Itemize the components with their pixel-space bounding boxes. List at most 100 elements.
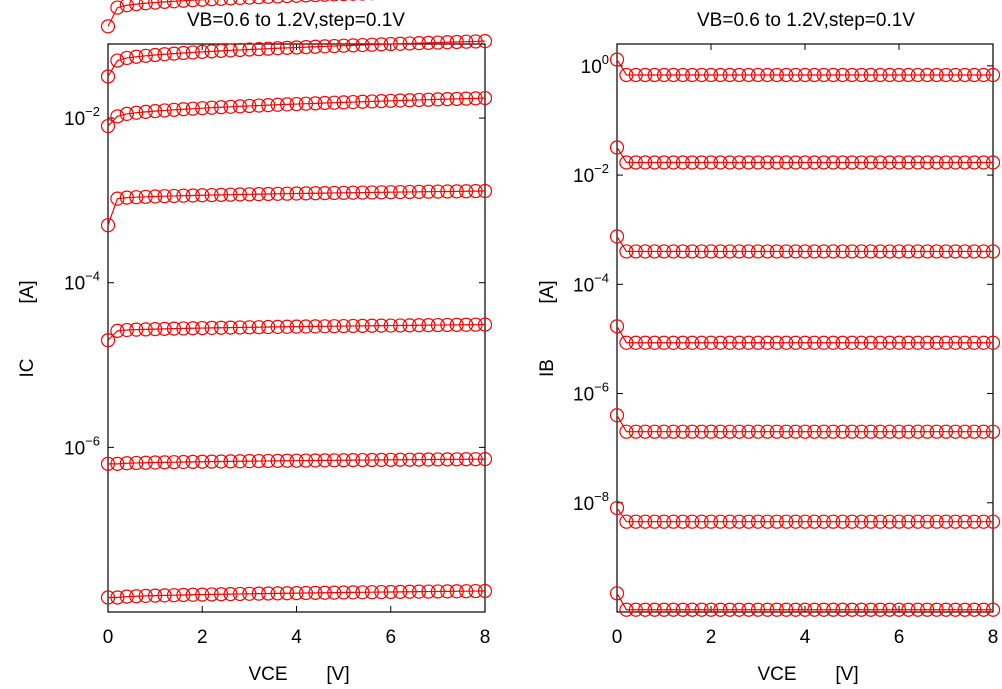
ib-data-point: [891, 244, 907, 259]
ic-series-line-vb-0.6: [108, 590, 486, 599]
ic-data-point: [119, 456, 134, 471]
ib-data-point: [826, 424, 841, 439]
ib-data-point: [769, 155, 784, 170]
ic-data-point: [308, 319, 323, 334]
ic-data-point: [298, 186, 314, 201]
ic-data-point: [289, 40, 304, 55]
ic-y-tick-label: 10−6: [64, 433, 100, 459]
ib-data-point: [741, 155, 756, 170]
ib-data-point: [948, 67, 963, 83]
ic-data-point: [100, 333, 116, 348]
ib-data-point: [779, 424, 794, 439]
ib-data-point: [938, 514, 954, 529]
ib-data-point: [976, 335, 991, 350]
ib-data-point: [750, 67, 766, 83]
ib-data-point: [835, 155, 850, 170]
ib-data-point: [985, 514, 1001, 529]
ic-data-point: [298, 453, 314, 468]
ib-data-point: [722, 602, 737, 617]
ib-data-point: [816, 67, 831, 83]
ib-data-point: [619, 67, 634, 83]
ic-data-point: [100, 118, 116, 134]
ic-data-point: [421, 184, 436, 199]
ib-data-point: [619, 155, 634, 170]
ib-data-point: [938, 67, 954, 83]
ic-vs-vce-panel: VB=0.6 to 1.2V,step=0.1V 0 2 4 6 8 10−2 10−4 10…: [17, 0, 493, 685]
ib-data-point: [769, 67, 784, 83]
ib-data-point: [929, 155, 944, 170]
ic-data-point: [271, 0, 284, 4]
ic-data-point: [214, 0, 229, 6]
ic-x-axis-label: VCE: [248, 664, 287, 685]
ic-data-point: [166, 0, 182, 9]
ib-data-point: [647, 424, 662, 439]
ic-data-point: [148, 455, 163, 470]
ic-data-point: [195, 320, 210, 336]
ic-data-point: [195, 587, 210, 602]
ic-data-point: [402, 36, 417, 51]
ib-data-point: [760, 424, 775, 439]
ic-data-point: [355, 94, 370, 109]
ic-data-point: [290, 0, 303, 3]
ic-data-point: [308, 585, 323, 600]
ic-data-point: [214, 187, 229, 202]
ic-data-point: [440, 584, 455, 599]
ib-data-point: [656, 67, 672, 83]
ic-data-point: [477, 452, 493, 467]
ic-data-point: [440, 92, 455, 107]
ib-data-point: [666, 335, 681, 350]
ib-data-point: [891, 602, 907, 617]
ib-data-point: [835, 335, 850, 350]
ib-data-point: [656, 602, 672, 617]
ic-data-point: [329, 0, 339, 2]
ib-data-point: [609, 52, 625, 67]
ic-x-tick-label: 4: [291, 627, 302, 648]
ib-data-point: [628, 335, 643, 350]
ic-data-point: [459, 584, 474, 599]
ib-data-point: [920, 602, 935, 617]
ic-data-point: [148, 0, 163, 10]
ic-chart-title: VB=0.6 to 1.2V,step=0.1V: [187, 10, 405, 31]
ib-data-point: [722, 244, 737, 259]
ic-data-point: [110, 109, 125, 124]
ib-data-point: [779, 335, 794, 350]
ic-series-group: [100, 0, 493, 605]
ib-data-point: [647, 514, 662, 529]
ic-data-point: [185, 0, 200, 8]
ib-data-point: [816, 514, 831, 529]
ib-data-point: [863, 514, 878, 529]
ic-data-point: [204, 454, 219, 469]
ic-data-point: [477, 583, 493, 599]
ic-data-point: [166, 455, 182, 470]
ic-plot-frame: [107, 43, 486, 613]
ic-data-point: [204, 587, 219, 602]
ib-data-point: [703, 67, 719, 83]
ic-data-point: [374, 452, 389, 467]
ic-data-point: [185, 454, 200, 469]
ic-data-point: [421, 584, 436, 599]
ic-data-point: [393, 184, 408, 200]
ib-data-point: [891, 67, 907, 83]
ib-data-point: [779, 155, 794, 170]
ic-data-point: [223, 99, 238, 114]
ib-data-point: [873, 424, 888, 439]
ib-plot-frame: [616, 43, 994, 613]
ib-data-point: [929, 335, 944, 350]
ib-data-point: [619, 335, 634, 350]
ib-data-point: [732, 67, 747, 83]
ic-data-point: [345, 585, 361, 600]
ib-data-point: [976, 424, 991, 439]
ib-data-point: [976, 244, 991, 259]
ib-data-point: [929, 514, 944, 529]
ic-data-point: [327, 38, 342, 54]
ic-data-point: [129, 105, 144, 120]
ib-data-point: [732, 424, 747, 439]
ic-data-point: [393, 318, 408, 333]
ib-data-point: [929, 424, 944, 439]
ib-data-point: [779, 514, 794, 529]
ib-data-point: [901, 514, 916, 529]
ib-data-point: [985, 602, 1001, 617]
ib-data-point: [703, 514, 719, 529]
ib-data-point: [609, 586, 625, 601]
ib-data-point: [910, 335, 925, 350]
